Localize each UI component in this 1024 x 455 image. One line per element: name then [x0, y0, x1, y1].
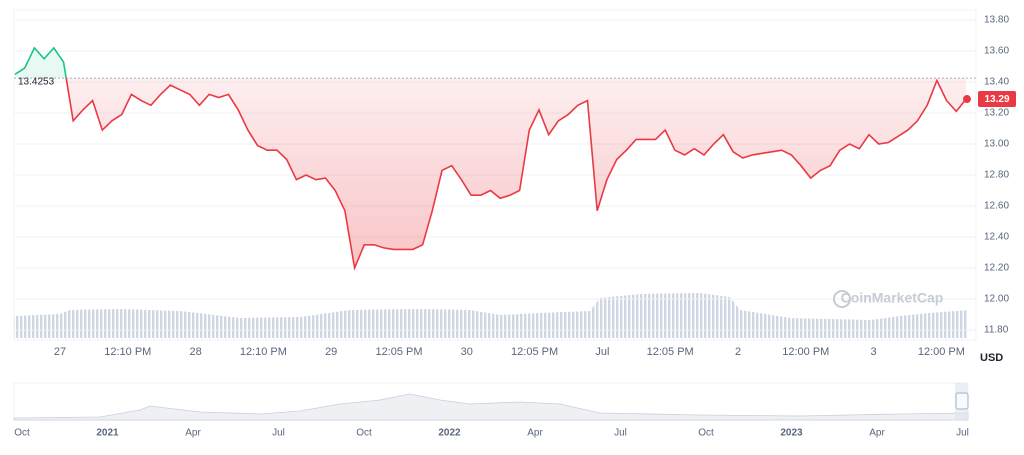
navigator-label: Apr [185, 428, 201, 439]
y-tick-label: 13.60 [984, 46, 1009, 57]
current-dot [963, 95, 971, 104]
watermark-logo [833, 290, 851, 308]
baseline-label: 13.4253 [18, 77, 55, 88]
x-tick-label: 28 [189, 346, 201, 358]
navigator-label: Oct [14, 428, 30, 439]
navigator-label: 2021 [96, 428, 119, 439]
y-tick-label: 12.80 [984, 170, 1009, 181]
x-tick-label: 12:00 PM [782, 346, 829, 358]
current-price-label: 13.29 [984, 94, 1009, 105]
navigator-label: Apr [527, 428, 543, 439]
navigator-label: 2022 [438, 428, 461, 439]
y-tick-label: 12.60 [984, 201, 1009, 212]
y-tick-label: 13.20 [984, 108, 1009, 119]
area-above [15, 47, 67, 79]
area-below [15, 78, 966, 268]
y-tick-label: 13.40 [984, 77, 1009, 88]
navigator-label: Jul [956, 428, 969, 439]
x-tick-label: 30 [461, 346, 473, 358]
x-tick-label: 12:10 PM [240, 346, 287, 358]
current-price-tag [978, 91, 1016, 108]
navigator-label: Jul [272, 428, 285, 439]
navigator-label: Oct [698, 428, 714, 439]
x-tick-label: 27 [54, 346, 66, 358]
navigator-label: Apr [869, 428, 885, 439]
price-line-down [65, 78, 967, 271]
plot [14, 46, 976, 271]
navigator-label: Jul [614, 428, 627, 439]
volume-bars [14, 293, 968, 338]
y-tick-label: 13.00 [984, 139, 1009, 150]
x-tick-label: 12:10 PM [104, 346, 151, 358]
watermark: CoinMarketCap [841, 290, 944, 306]
navigator-area [13, 393, 969, 421]
x-tick-label: 12:05 PM [647, 346, 694, 358]
x-tick-label: Jul [595, 346, 609, 358]
x-tick-label: 2 [735, 346, 741, 358]
currency-label: USD [980, 352, 1003, 364]
x-tick-label: 12:00 PM [918, 346, 965, 358]
x-tick-label: 29 [325, 346, 337, 358]
x-tick-label: 3 [871, 346, 877, 358]
y-tick-label: 11.80 [984, 325, 1009, 336]
y-tick-label: 12.40 [984, 232, 1009, 243]
x-tick-label: 12:05 PM [511, 346, 558, 358]
navigator-label: 2023 [780, 428, 803, 439]
navigator-label: Oct [356, 428, 372, 439]
y-tick-label: 13.80 [984, 15, 1009, 26]
y-tick-label: 12.20 [984, 263, 1009, 274]
navigator-handle[interactable] [955, 392, 969, 410]
x-tick-label: 12:05 PM [375, 346, 422, 358]
y-tick-label: 12.00 [984, 294, 1009, 305]
